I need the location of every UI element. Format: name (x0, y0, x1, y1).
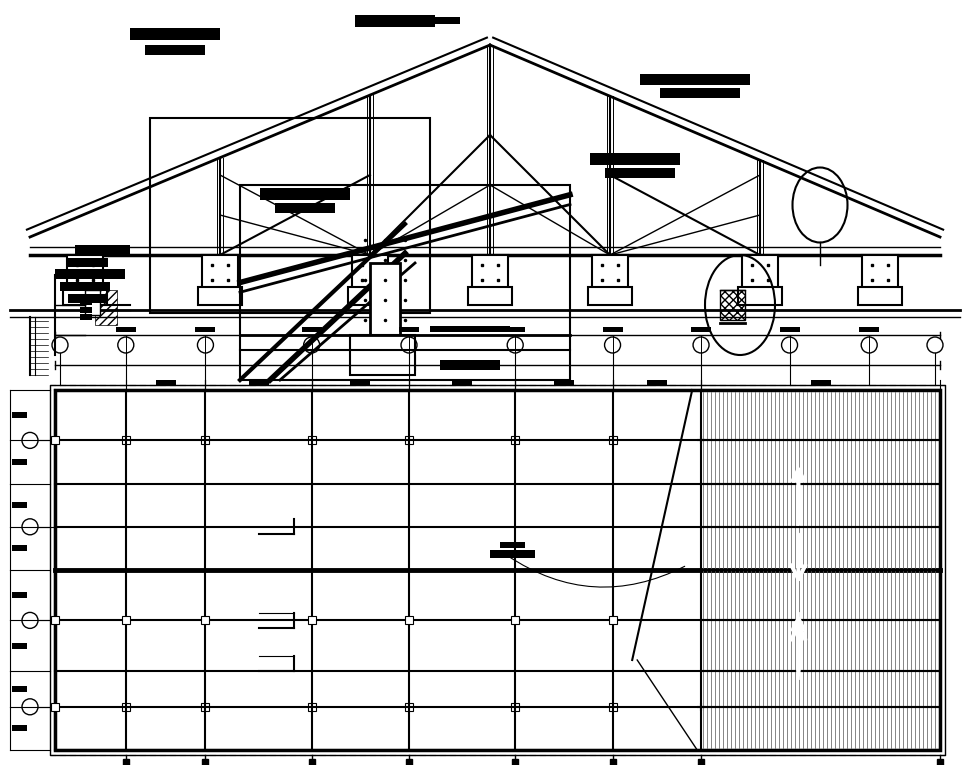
Bar (202, 703, 209, 711)
Bar (350, 335, 415, 375)
Bar (55, 269, 125, 279)
Bar (862, 255, 898, 290)
Bar (68, 258, 108, 267)
Bar (472, 255, 508, 290)
Bar (308, 436, 316, 444)
Bar (554, 380, 574, 385)
Bar (85, 290, 100, 315)
Bar (351, 380, 370, 385)
Bar (647, 380, 667, 385)
Bar (156, 380, 175, 385)
Bar (122, 436, 130, 444)
Bar (590, 153, 680, 165)
Bar (260, 188, 350, 200)
Bar (738, 287, 782, 305)
Bar (12, 545, 27, 552)
Bar (240, 185, 570, 380)
Bar (55, 390, 940, 750)
Bar (605, 168, 675, 178)
Bar (511, 703, 519, 711)
Bar (196, 327, 215, 332)
Bar (68, 294, 108, 303)
Bar (352, 255, 388, 290)
Bar (742, 255, 778, 290)
Bar (51, 703, 59, 711)
Bar (810, 380, 831, 385)
Bar (640, 74, 750, 85)
Bar (12, 459, 27, 465)
Bar (588, 287, 632, 305)
Bar (490, 550, 535, 558)
Bar (12, 592, 27, 598)
Bar (12, 685, 27, 692)
Bar (302, 327, 321, 332)
Bar (609, 436, 617, 444)
Bar (511, 617, 519, 624)
Bar (50, 385, 945, 755)
Bar (80, 314, 92, 320)
Bar (468, 287, 512, 305)
Bar (248, 380, 269, 385)
Bar (60, 282, 110, 291)
Bar (275, 203, 335, 213)
Bar (122, 703, 130, 711)
Bar (511, 436, 519, 444)
Bar (51, 617, 59, 624)
Bar (67, 255, 103, 290)
Bar (405, 617, 413, 624)
Bar (355, 15, 435, 27)
Bar (691, 327, 711, 332)
Bar (12, 412, 27, 418)
Bar (12, 643, 27, 649)
Bar (440, 360, 500, 370)
Bar (355, 356, 415, 370)
Bar (858, 287, 902, 305)
Bar (51, 436, 59, 444)
Bar (75, 245, 130, 255)
Bar (116, 327, 135, 332)
Bar (308, 703, 316, 711)
Bar (130, 28, 220, 40)
Bar (430, 326, 510, 332)
Bar (859, 327, 880, 332)
Bar (592, 255, 628, 290)
Bar (95, 290, 117, 325)
Bar (405, 703, 413, 711)
Bar (720, 290, 745, 320)
Bar (370, 262, 400, 370)
Bar (348, 287, 392, 305)
Bar (12, 502, 27, 508)
Bar (308, 617, 316, 624)
Bar (150, 118, 430, 313)
Bar (80, 299, 92, 305)
Bar (202, 255, 238, 290)
Bar (198, 287, 242, 305)
Bar (202, 436, 209, 444)
Bar (122, 617, 130, 624)
Bar (609, 703, 617, 711)
Bar (430, 17, 460, 24)
Bar (80, 307, 92, 313)
Bar (405, 436, 413, 444)
Bar (500, 542, 525, 548)
Bar (452, 380, 472, 385)
Bar (506, 327, 525, 332)
Bar (609, 617, 617, 624)
Bar (145, 45, 205, 55)
Bar (399, 327, 419, 332)
Bar (12, 725, 27, 731)
Bar (660, 88, 740, 98)
Bar (779, 327, 800, 332)
Bar (202, 617, 209, 624)
Bar (603, 327, 622, 332)
Bar (63, 287, 107, 305)
